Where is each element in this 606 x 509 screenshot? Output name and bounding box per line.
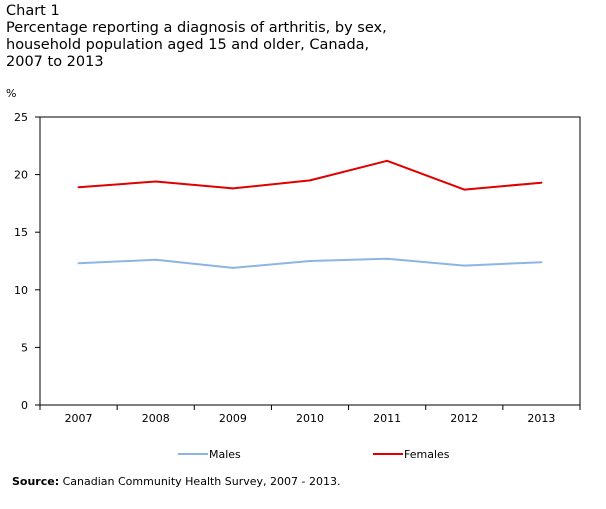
series-line-females — [78, 159, 542, 191]
source-note: Source: Canadian Community Health Survey… — [12, 475, 340, 488]
x-tick-label: 2013 — [527, 412, 555, 425]
data-point — [77, 262, 80, 265]
chart-title-line-3: 2007 to 2013 — [6, 54, 104, 70]
legend-females-label: Females — [404, 448, 450, 461]
source-label: Source: — [12, 475, 60, 488]
chart-title-block: Chart 1 Percentage reporting a diagnosis… — [6, 3, 596, 71]
data-point — [309, 179, 311, 182]
data-point — [386, 159, 389, 162]
chart-title-line-1: Percentage reporting a diagnosis of arth… — [6, 20, 387, 36]
x-tick-label: 2007 — [65, 412, 93, 425]
chart-number: Chart 1 — [6, 3, 60, 19]
data-point — [77, 186, 80, 189]
x-tick-label: 2008 — [142, 412, 170, 425]
y-tick-label: 25 — [14, 111, 28, 124]
data-point — [540, 181, 543, 184]
x-tick-label: 2009 — [219, 412, 247, 425]
chart-title-line-2: household population aged 15 and older, … — [6, 37, 370, 53]
data-point — [386, 257, 389, 260]
data-point — [154, 180, 157, 183]
data-point — [463, 188, 466, 191]
y-tick-label: 20 — [14, 169, 28, 182]
y-tick-label: 15 — [14, 226, 28, 239]
y-tick-label: 10 — [14, 284, 28, 297]
y-axis-label: % — [6, 87, 16, 100]
source-text: Canadian Community Health Survey, 2007 -… — [59, 475, 341, 488]
data-point — [231, 266, 234, 269]
x-tick-label: 2010 — [296, 412, 324, 425]
data-point — [309, 260, 311, 262]
line-chart: % 0 5 10 15 20 25 2007 2008 2009 2010 2011 2012 2013 M… — [6, 87, 581, 461]
data-point — [540, 261, 543, 264]
y-tick-label: 0 — [21, 399, 28, 412]
plot-frame — [39, 116, 581, 406]
legend-males-label: Males — [209, 448, 241, 461]
x-tick-label: 2012 — [450, 412, 478, 425]
y-tick-label: 5 — [21, 341, 28, 354]
data-point — [463, 264, 466, 267]
data-point — [154, 258, 157, 261]
x-tick-label: 2011 — [373, 412, 401, 425]
data-point — [231, 187, 234, 190]
